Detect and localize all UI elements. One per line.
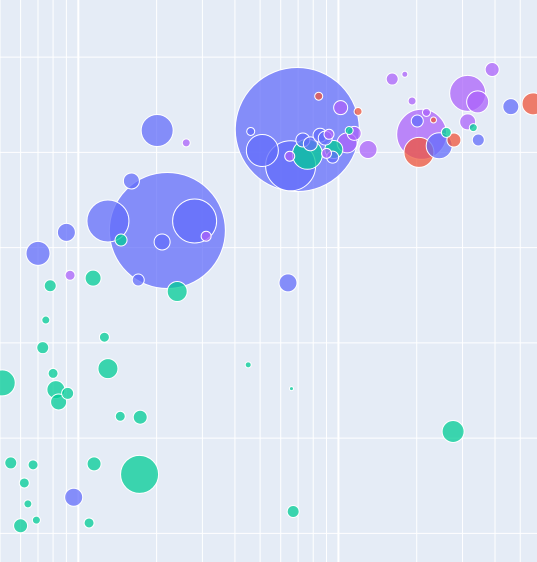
bubble-point-blue	[141, 114, 173, 146]
bubble-point-purple	[402, 71, 408, 77]
bubble-point-green	[85, 270, 101, 286]
bubble-point-green	[99, 332, 109, 342]
bubble-point-green	[24, 500, 32, 508]
bubble-point-red	[315, 92, 323, 100]
bubble-point-purple	[324, 129, 334, 139]
bubbles	[0, 63, 537, 533]
bubble-point-purple	[65, 270, 75, 280]
bubble-point-red	[430, 117, 436, 123]
bubble-point-purple	[182, 139, 190, 147]
bubble-point-green	[133, 410, 147, 424]
bubble-point-green	[167, 281, 187, 301]
bubble-point-green	[28, 460, 38, 470]
bubble-point-blue	[123, 173, 139, 189]
bubble-point-purple	[359, 141, 377, 159]
bubble-point-blue	[247, 127, 255, 135]
bubble-point-green	[87, 457, 101, 471]
bubble-point-blue	[246, 135, 278, 167]
bubble-point-green	[441, 127, 451, 137]
bubble-point-blue	[503, 99, 519, 115]
bubble-point-green	[19, 478, 29, 488]
bubble-point-purple	[334, 101, 348, 115]
bubble-point-green	[287, 506, 299, 518]
bubble-point-blue	[411, 115, 423, 127]
bubble-point-green	[345, 126, 353, 134]
bubble-point-purple	[422, 108, 430, 116]
bubble-point-purple	[201, 231, 211, 241]
bubble-point-green	[115, 234, 127, 246]
bubble-point-green	[0, 370, 15, 396]
bubble-point-green	[44, 280, 56, 292]
bubble-point-green	[98, 359, 118, 379]
bubble-point-green	[62, 387, 74, 399]
bubble-point-green	[5, 457, 17, 469]
bubble-point-red	[522, 93, 537, 115]
bubble-point-purple	[408, 97, 416, 105]
bubble-point-purple	[285, 151, 295, 161]
bubble-point-green	[121, 455, 159, 493]
bubble-point-green	[442, 421, 464, 443]
bubble-point-blue	[65, 488, 83, 506]
bubble-point-blue	[26, 241, 50, 265]
bubble-point-purple	[322, 148, 332, 158]
bubble-point-purple	[467, 91, 489, 113]
bubble-point-green	[469, 124, 477, 132]
bubble-point-green	[48, 368, 58, 378]
bubble-point-green	[115, 411, 125, 421]
bubble-point-blue	[154, 234, 170, 250]
bubble-point-green	[245, 362, 251, 368]
bubble-point-green	[14, 519, 28, 533]
bubble-point-green	[289, 387, 293, 391]
bubble-point-green	[84, 518, 94, 528]
bubble-point-blue	[472, 134, 484, 146]
bubble-point-blue	[57, 223, 75, 241]
bubble-point-purple	[485, 63, 499, 77]
bubble-point-blue	[279, 274, 297, 292]
bubble-point-green	[32, 516, 40, 524]
bubble-point-green	[37, 342, 49, 354]
bubble-point-purple	[386, 73, 398, 85]
bubble-point-green	[42, 316, 50, 324]
bubble-point-blue	[132, 274, 144, 286]
bubble-point-red	[354, 107, 362, 115]
